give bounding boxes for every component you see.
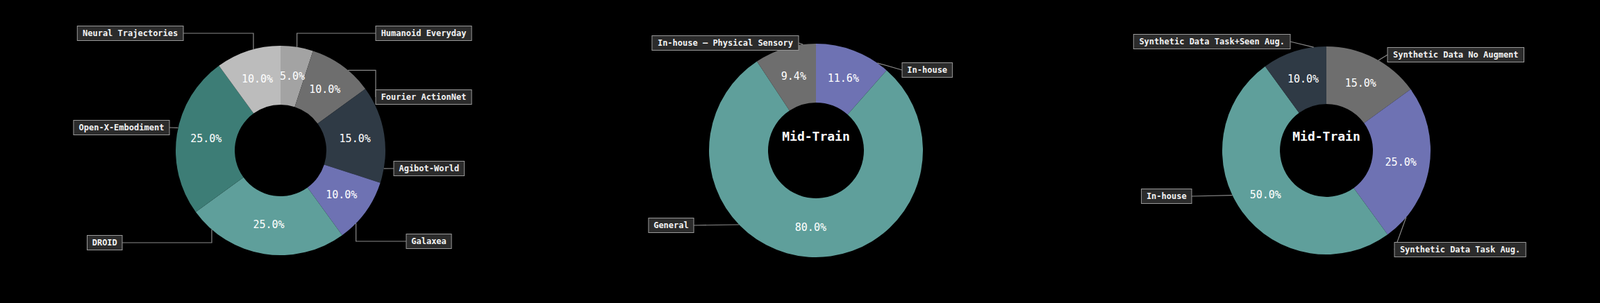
svg-text:10.0%: 10.0% [309,83,341,96]
svg-text:Synthetic Data Task Aug.: Synthetic Data Task Aug. [1400,245,1521,255]
svg-text:9.4%: 9.4% [781,70,807,83]
svg-text:10.0%: 10.0% [325,188,357,202]
svg-text:General: General [653,220,689,231]
svg-text:10.0%: 10.0% [241,72,273,86]
svg-text:In-house: In-house [906,65,948,75]
svg-text:Mid-Train: Mid-Train [781,129,850,144]
svg-text:25.0%: 25.0% [190,132,222,146]
svg-text:50.0%: 50.0% [1250,188,1282,202]
svg-text:15.0%: 15.0% [339,132,371,146]
svg-text:80.0%: 80.0% [795,221,827,235]
svg-text:11.6%: 11.6% [827,72,860,85]
svg-text:In-house – Physical Sensory: In-house – Physical Sensory [657,38,794,48]
svg-text:25.0%: 25.0% [252,218,285,232]
svg-text:10.0%: 10.0% [1287,72,1319,86]
svg-text:Humanoid Everyday: Humanoid Everyday [381,28,467,39]
svg-text:Mid-Train: Mid-Train [1292,129,1361,144]
svg-text:Synthetic Data No Augment: Synthetic Data No Augment [1393,50,1519,60]
svg-text:Agibot-World: Agibot-World [398,163,460,174]
svg-text:In-house: In-house [1146,191,1187,202]
svg-text:Synthetic Data Task+Seen Aug.: Synthetic Data Task+Seen Aug. [1138,36,1285,47]
svg-text:15.0%: 15.0% [1345,77,1377,90]
svg-text:5.0%: 5.0% [279,70,305,83]
svg-text:Open-X-Embodiment: Open-X-Embodiment [79,122,165,133]
svg-text:25.0%: 25.0% [1385,156,1417,169]
svg-text:Neural Trajectories: Neural Trajectories [82,28,178,39]
svg-text:Galaxea: Galaxea [411,236,447,247]
svg-text:DROID: DROID [92,238,118,248]
svg-text:Fourier ActionNet: Fourier ActionNet [381,92,467,103]
